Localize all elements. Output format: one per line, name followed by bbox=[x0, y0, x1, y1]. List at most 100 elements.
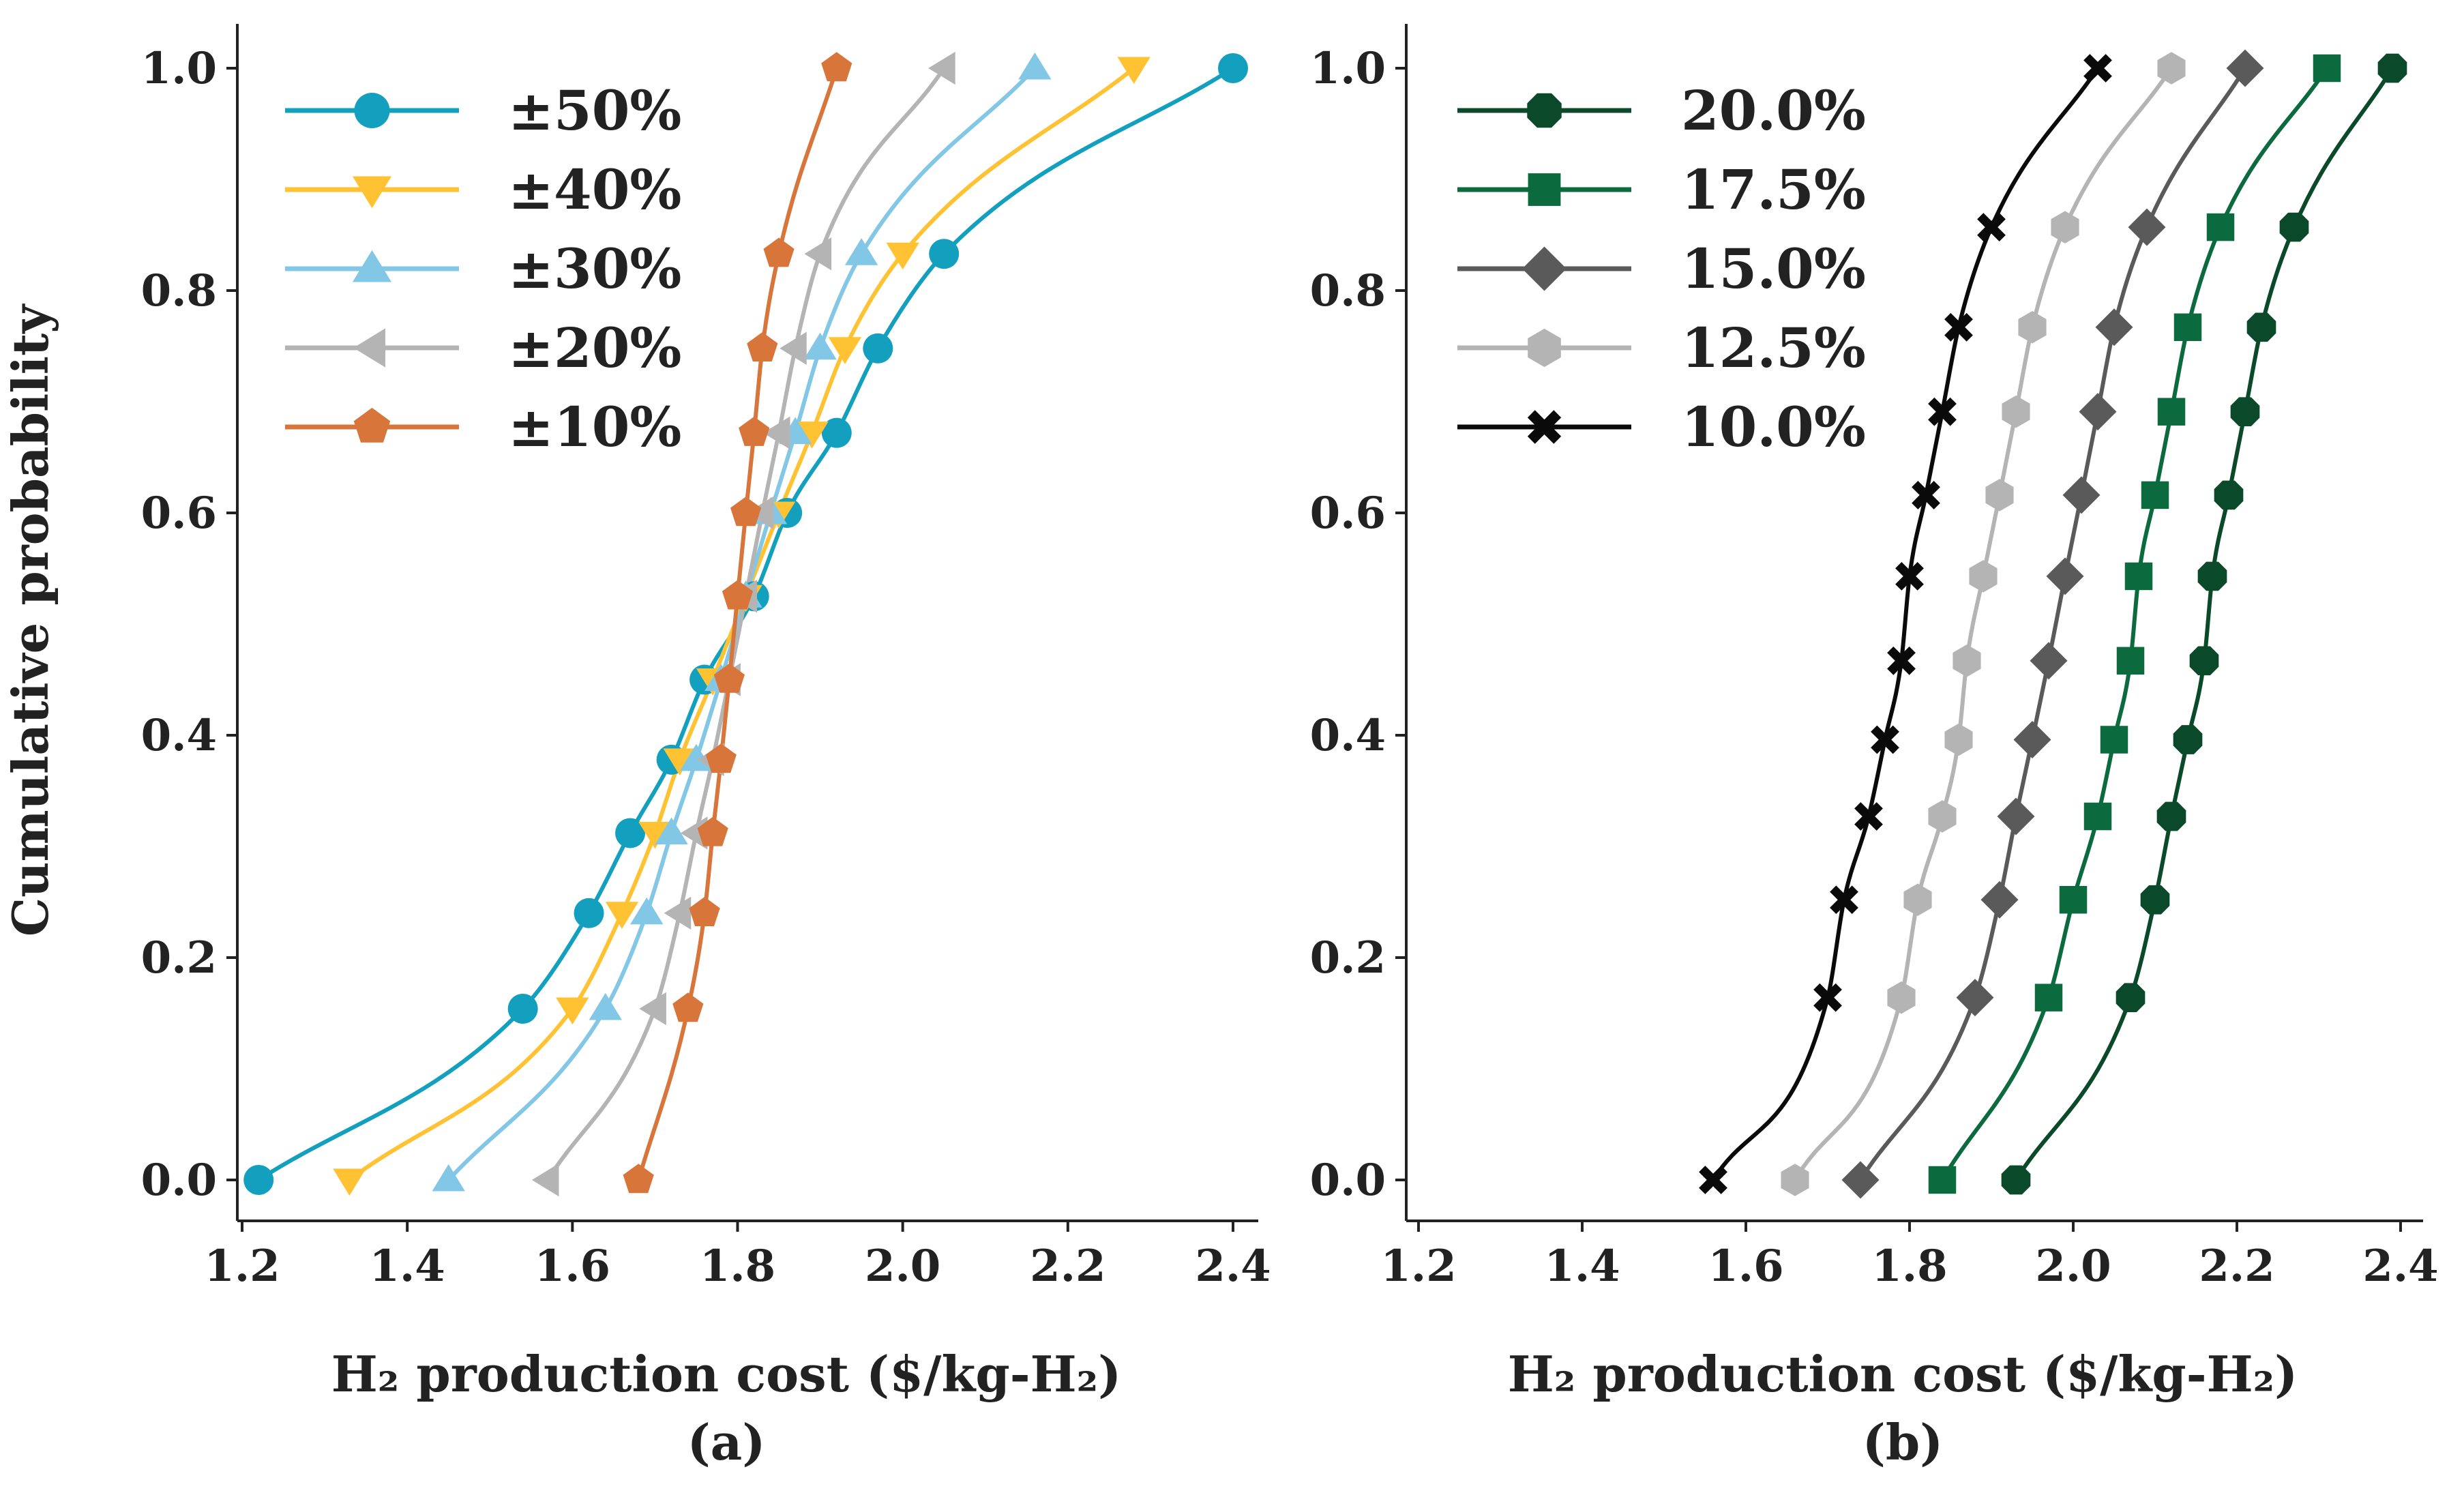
data-point bbox=[705, 743, 737, 773]
series-line bbox=[636, 68, 839, 1181]
data-point bbox=[762, 416, 790, 449]
data-point bbox=[2214, 480, 2244, 510]
legend-label: 17.5% bbox=[1681, 158, 1866, 222]
data-point bbox=[2116, 983, 2146, 1013]
x-tick-label: 1.6 bbox=[535, 1241, 610, 1292]
x-tick-label: 1.2 bbox=[204, 1241, 280, 1292]
y-tick-label: 0.6 bbox=[1310, 488, 1386, 539]
x-tick-label: 1.2 bbox=[1380, 1241, 1456, 1292]
y-tick-label: 0.0 bbox=[1310, 1155, 1386, 1206]
data-point bbox=[2141, 481, 2169, 509]
legend-marker bbox=[1527, 93, 1562, 128]
y-tick-label: 0.0 bbox=[141, 1155, 217, 1206]
data-point bbox=[623, 1164, 654, 1194]
series-line bbox=[1940, 67, 2329, 1181]
data-point bbox=[844, 238, 878, 265]
panel-a-series bbox=[243, 51, 1248, 1197]
series-line bbox=[1858, 67, 2247, 1181]
data-point bbox=[2046, 557, 2084, 595]
panel-a-legend: ±50% ±40% ±30% ±20% ±10% bbox=[285, 78, 681, 459]
data-point bbox=[2083, 54, 2112, 83]
y-axis-label: Cumulative probability bbox=[1, 304, 59, 936]
data-point bbox=[1830, 885, 1858, 915]
data-point bbox=[1117, 57, 1151, 85]
data-point bbox=[655, 817, 688, 844]
data-point bbox=[1218, 53, 1248, 83]
x-tick-label: 2.4 bbox=[1195, 1241, 1271, 1292]
panel-a: 1.2 1.4 1.6 1.8 2.0 2.2 2.40.00.20.40.60.81.0 … bbox=[141, 24, 1271, 1471]
y-tick-label: 0.2 bbox=[141, 932, 217, 984]
data-point bbox=[795, 422, 829, 449]
data-point bbox=[507, 993, 538, 1024]
data-point bbox=[730, 497, 762, 527]
data-point bbox=[680, 816, 708, 850]
data-point bbox=[1813, 983, 1842, 1012]
data-point bbox=[803, 332, 837, 360]
series-line bbox=[546, 67, 946, 1181]
legend-label: ±30% bbox=[508, 237, 681, 301]
data-point bbox=[1903, 883, 1932, 916]
x-tick-label: 1.4 bbox=[369, 1241, 445, 1292]
data-point bbox=[2128, 208, 2166, 246]
panel-b-series bbox=[1699, 49, 2407, 1199]
data-point bbox=[639, 992, 666, 1026]
data-point bbox=[615, 818, 646, 848]
panel-b-label: (b) bbox=[1862, 1413, 1943, 1471]
data-point bbox=[574, 898, 604, 928]
data-point bbox=[2377, 53, 2407, 83]
series-line bbox=[2014, 67, 2394, 1181]
panel-b-xlabel: H₂ production cost ($/kg-H₂) bbox=[1508, 1345, 2298, 1403]
data-point bbox=[1985, 479, 2014, 512]
data-point bbox=[1871, 725, 1899, 754]
data-point bbox=[2173, 725, 2203, 754]
legend-entry: ±30% bbox=[285, 237, 681, 301]
data-point bbox=[432, 1164, 465, 1192]
data-point bbox=[1997, 797, 2035, 836]
y-tick-label: 0.6 bbox=[141, 488, 217, 539]
data-point bbox=[2030, 642, 2068, 680]
legend-marker bbox=[1528, 173, 1561, 206]
legend-entry: ±20% bbox=[285, 316, 681, 380]
legend-label: ±50% bbox=[508, 78, 681, 143]
data-point bbox=[2189, 646, 2219, 676]
legend-marker bbox=[1528, 328, 1561, 368]
panel-b: 1.2 1.4 1.6 1.8 2.0 2.2 2.40.00.20.40.60.81.0 … bbox=[1310, 24, 2439, 1471]
data-point bbox=[747, 332, 778, 361]
legend-label: ±10% bbox=[508, 395, 681, 459]
legend-entry: ±40% bbox=[285, 158, 681, 222]
data-point bbox=[2157, 52, 2186, 85]
legend-marker bbox=[1522, 246, 1567, 291]
data-point bbox=[697, 816, 728, 846]
x-tick-label: 2.0 bbox=[2035, 1241, 2111, 1292]
series-line bbox=[1793, 67, 2173, 1181]
data-point bbox=[2034, 984, 2063, 1011]
data-point bbox=[2313, 54, 2341, 83]
data-point bbox=[928, 51, 955, 85]
data-point bbox=[1018, 52, 1052, 80]
legend-label: ±20% bbox=[508, 316, 681, 380]
data-point bbox=[1928, 1166, 1957, 1194]
y-tick-label: 1.0 bbox=[1310, 43, 1386, 94]
series-line bbox=[1711, 67, 2100, 1181]
data-point bbox=[2157, 398, 2186, 426]
data-point bbox=[1887, 981, 1916, 1014]
data-point bbox=[664, 896, 692, 930]
legend-entry: ±10% bbox=[285, 395, 681, 459]
data-point bbox=[605, 902, 639, 929]
data-point bbox=[739, 416, 770, 446]
data-point bbox=[821, 52, 852, 82]
data-point bbox=[2124, 562, 2153, 591]
data-point bbox=[1977, 213, 2006, 241]
data-point bbox=[1944, 312, 1973, 342]
data-point bbox=[763, 237, 795, 267]
legend-marker bbox=[1527, 410, 1562, 444]
data-point bbox=[821, 417, 852, 448]
panel-b-legend: 20.0% 17.5% 15.0% 12.5% 10.0% bbox=[1457, 78, 1866, 459]
data-point bbox=[2246, 312, 2276, 342]
data-point bbox=[2226, 49, 2264, 87]
panel-a-axes: 1.2 1.4 1.6 1.8 2.0 2.2 2.4 0.0 0.2 0.4 0.6 0.8 1.0 bbox=[141, 24, 1271, 1292]
data-point bbox=[713, 663, 745, 693]
data-point bbox=[2100, 726, 2128, 754]
data-point bbox=[2279, 212, 2309, 242]
